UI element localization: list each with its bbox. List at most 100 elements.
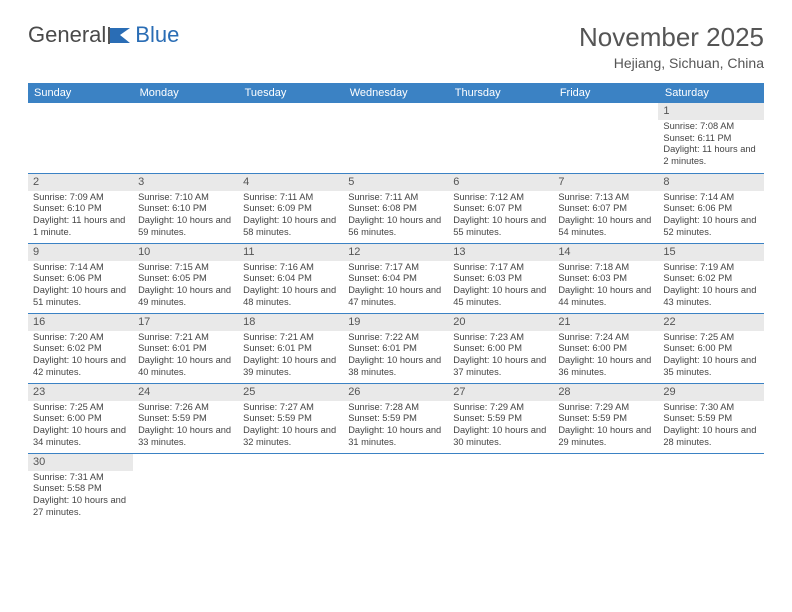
calendar-body: 1Sunrise: 7:08 AMSunset: 6:11 PMDaylight… [28,103,764,523]
sunset-line: Sunset: 6:08 PM [348,203,443,215]
calendar-cell: 2Sunrise: 7:09 AMSunset: 6:10 PMDaylight… [28,173,133,243]
day-number: 11 [238,244,343,261]
day-info: Sunrise: 7:19 AMSunset: 6:02 PMDaylight:… [658,261,763,310]
weekday-header: Saturday [658,83,763,103]
calendar-cell: 24Sunrise: 7:26 AMSunset: 5:59 PMDayligh… [133,383,238,453]
day-number: 23 [28,384,133,401]
calendar-cell: 27Sunrise: 7:29 AMSunset: 5:59 PMDayligh… [448,383,553,453]
calendar-cell: 28Sunrise: 7:29 AMSunset: 5:59 PMDayligh… [553,383,658,453]
calendar-cell [658,453,763,523]
daylight-line: Daylight: 10 hours and 33 minutes. [138,425,233,448]
sunrise-line: Sunrise: 7:28 AM [348,402,443,414]
calendar-cell: 12Sunrise: 7:17 AMSunset: 6:04 PMDayligh… [343,243,448,313]
day-number: 26 [343,384,448,401]
sunset-line: Sunset: 6:10 PM [33,203,128,215]
calendar-cell: 15Sunrise: 7:19 AMSunset: 6:02 PMDayligh… [658,243,763,313]
calendar-week-row: 23Sunrise: 7:25 AMSunset: 6:00 PMDayligh… [28,383,764,453]
daylight-line: Daylight: 10 hours and 27 minutes. [33,495,128,518]
weekday-header: Tuesday [238,83,343,103]
sunrise-line: Sunrise: 7:23 AM [453,332,548,344]
sunset-line: Sunset: 6:00 PM [453,343,548,355]
sunrise-line: Sunrise: 7:14 AM [663,192,758,204]
day-info: Sunrise: 7:31 AMSunset: 5:58 PMDaylight:… [28,471,133,520]
day-number: 19 [343,314,448,331]
sunrise-line: Sunrise: 7:16 AM [243,262,338,274]
calendar-cell: 6Sunrise: 7:12 AMSunset: 6:07 PMDaylight… [448,173,553,243]
page-title: November 2025 [579,22,764,53]
day-info: Sunrise: 7:21 AMSunset: 6:01 PMDaylight:… [238,331,343,380]
day-number: 4 [238,174,343,191]
sunrise-line: Sunrise: 7:18 AM [558,262,653,274]
calendar-cell [343,453,448,523]
sunset-line: Sunset: 6:03 PM [558,273,653,285]
day-number: 29 [658,384,763,401]
day-info: Sunrise: 7:27 AMSunset: 5:59 PMDaylight:… [238,401,343,450]
day-number: 8 [658,174,763,191]
logo: General Blue [28,22,179,48]
daylight-line: Daylight: 10 hours and 31 minutes. [348,425,443,448]
calendar-cell: 20Sunrise: 7:23 AMSunset: 6:00 PMDayligh… [448,313,553,383]
calendar-cell: 11Sunrise: 7:16 AMSunset: 6:04 PMDayligh… [238,243,343,313]
calendar-cell: 4Sunrise: 7:11 AMSunset: 6:09 PMDaylight… [238,173,343,243]
day-info: Sunrise: 7:23 AMSunset: 6:00 PMDaylight:… [448,331,553,380]
calendar-cell [448,103,553,173]
calendar-cell [553,453,658,523]
sunset-line: Sunset: 6:02 PM [33,343,128,355]
logo-text-1: General [28,22,106,48]
calendar-cell: 3Sunrise: 7:10 AMSunset: 6:10 PMDaylight… [133,173,238,243]
sunset-line: Sunset: 6:07 PM [453,203,548,215]
day-number: 7 [553,174,658,191]
calendar-cell [133,103,238,173]
title-block: November 2025 Hejiang, Sichuan, China [579,22,764,71]
daylight-line: Daylight: 10 hours and 59 minutes. [138,215,233,238]
weekday-header: Wednesday [343,83,448,103]
calendar-week-row: 30Sunrise: 7:31 AMSunset: 5:58 PMDayligh… [28,453,764,523]
header: General Blue November 2025 Hejiang, Sich… [28,22,764,71]
sunrise-line: Sunrise: 7:29 AM [453,402,548,414]
day-number: 12 [343,244,448,261]
sunset-line: Sunset: 5:59 PM [453,413,548,425]
daylight-line: Daylight: 10 hours and 40 minutes. [138,355,233,378]
day-info: Sunrise: 7:26 AMSunset: 5:59 PMDaylight:… [133,401,238,450]
sunset-line: Sunset: 6:05 PM [138,273,233,285]
day-number: 6 [448,174,553,191]
weekday-header-row: SundayMondayTuesdayWednesdayThursdayFrid… [28,83,764,103]
daylight-line: Daylight: 10 hours and 39 minutes. [243,355,338,378]
sunrise-line: Sunrise: 7:24 AM [558,332,653,344]
weekday-header: Friday [553,83,658,103]
daylight-line: Daylight: 10 hours and 44 minutes. [558,285,653,308]
daylight-line: Daylight: 10 hours and 35 minutes. [663,355,758,378]
calendar-cell [238,453,343,523]
day-number: 28 [553,384,658,401]
sunrise-line: Sunrise: 7:31 AM [33,472,128,484]
calendar-cell: 10Sunrise: 7:15 AMSunset: 6:05 PMDayligh… [133,243,238,313]
sunset-line: Sunset: 6:04 PM [348,273,443,285]
sunset-line: Sunset: 6:01 PM [138,343,233,355]
day-number: 20 [448,314,553,331]
sunset-line: Sunset: 6:01 PM [348,343,443,355]
day-number: 24 [133,384,238,401]
day-number: 3 [133,174,238,191]
daylight-line: Daylight: 10 hours and 45 minutes. [453,285,548,308]
calendar-cell: 17Sunrise: 7:21 AMSunset: 6:01 PMDayligh… [133,313,238,383]
day-info: Sunrise: 7:29 AMSunset: 5:59 PMDaylight:… [553,401,658,450]
sunrise-line: Sunrise: 7:20 AM [33,332,128,344]
calendar-cell [133,453,238,523]
day-info: Sunrise: 7:14 AMSunset: 6:06 PMDaylight:… [658,191,763,240]
sunrise-line: Sunrise: 7:17 AM [453,262,548,274]
calendar-cell [343,103,448,173]
sunrise-line: Sunrise: 7:14 AM [33,262,128,274]
calendar-cell: 29Sunrise: 7:30 AMSunset: 5:59 PMDayligh… [658,383,763,453]
weekday-header: Thursday [448,83,553,103]
calendar-week-row: 2Sunrise: 7:09 AMSunset: 6:10 PMDaylight… [28,173,764,243]
page-subtitle: Hejiang, Sichuan, China [579,55,764,71]
daylight-line: Daylight: 11 hours and 1 minute. [33,215,128,238]
daylight-line: Daylight: 10 hours and 38 minutes. [348,355,443,378]
calendar-cell [28,103,133,173]
day-info: Sunrise: 7:14 AMSunset: 6:06 PMDaylight:… [28,261,133,310]
daylight-line: Daylight: 10 hours and 54 minutes. [558,215,653,238]
day-number: 17 [133,314,238,331]
day-info: Sunrise: 7:20 AMSunset: 6:02 PMDaylight:… [28,331,133,380]
sunset-line: Sunset: 6:00 PM [558,343,653,355]
day-info: Sunrise: 7:11 AMSunset: 6:08 PMDaylight:… [343,191,448,240]
